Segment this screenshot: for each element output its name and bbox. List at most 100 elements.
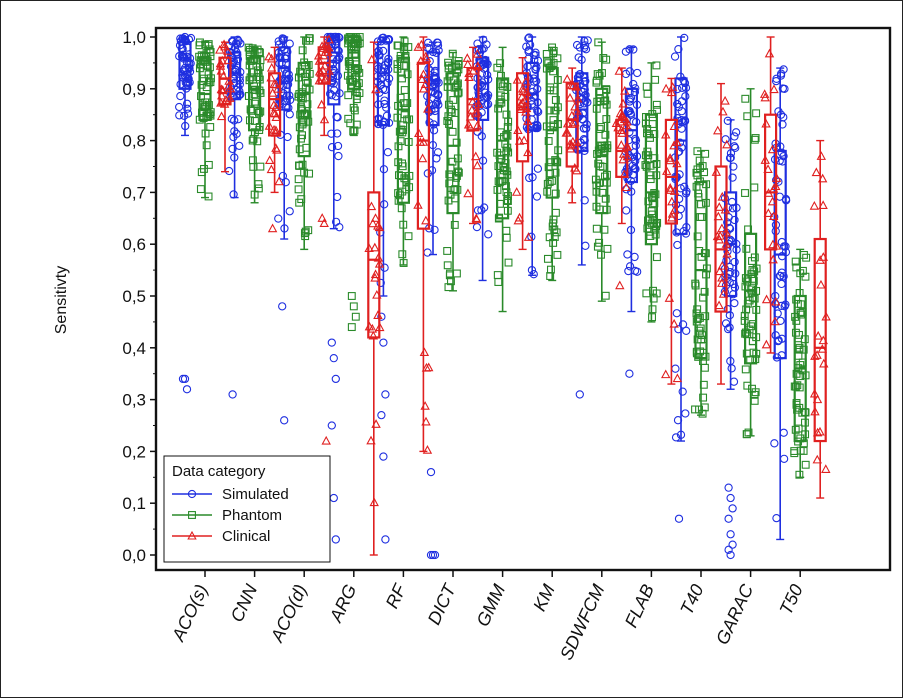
data-point (810, 406, 820, 416)
data-point (746, 355, 755, 364)
data-point (502, 233, 511, 242)
data-point (581, 45, 591, 54)
data-point (422, 445, 433, 454)
data-point (283, 76, 293, 85)
data-point (673, 84, 682, 94)
data-point (314, 56, 325, 65)
data-point (216, 65, 227, 75)
data-point (691, 281, 700, 290)
data-point (597, 250, 605, 259)
data-point (484, 75, 493, 84)
data-point (297, 103, 305, 112)
data-point (603, 244, 612, 253)
data-point (800, 335, 809, 344)
data-point (255, 108, 263, 117)
data-point (760, 155, 770, 164)
data-point (206, 78, 215, 87)
legend-entry-label: Simulated (222, 486, 289, 503)
data-point (667, 82, 678, 91)
y-tick-label: 0,1 (122, 494, 146, 513)
data-point (517, 91, 527, 101)
data-point (651, 230, 660, 239)
data-point (740, 316, 749, 325)
data-point (380, 200, 389, 209)
data-point (331, 217, 341, 226)
data-point (702, 264, 711, 273)
data-point (404, 232, 413, 241)
data-point (717, 260, 727, 270)
data-point (397, 172, 406, 180)
data-point (720, 194, 730, 203)
data-point (503, 197, 512, 205)
data-point (819, 358, 829, 368)
data-point (523, 116, 533, 125)
data-point (630, 163, 639, 173)
data-point (350, 106, 359, 115)
data-point (549, 116, 558, 125)
data-point (204, 192, 213, 201)
data-point (568, 80, 578, 90)
data-point (748, 274, 757, 283)
data-point (601, 172, 609, 181)
data-point (250, 54, 259, 63)
data-point (652, 160, 661, 168)
data-point (665, 155, 675, 165)
data-point (482, 59, 491, 68)
data-point (653, 218, 662, 227)
data-point (463, 119, 474, 129)
data-point (799, 345, 808, 354)
data-point (204, 160, 213, 169)
data-point (629, 79, 638, 89)
data-point (216, 111, 227, 121)
data-point (693, 147, 702, 156)
data-point (792, 316, 801, 325)
data-point (801, 460, 810, 469)
data-point (727, 364, 736, 373)
data-point (601, 194, 610, 203)
box-simulated-t40 (670, 33, 691, 523)
data-point (448, 49, 457, 58)
data-point (384, 54, 393, 64)
data-point (821, 464, 831, 473)
data-point (625, 97, 634, 106)
data-point (745, 296, 754, 305)
data-point (454, 65, 463, 74)
data-point (444, 196, 453, 205)
data-point (696, 324, 705, 333)
data-point (502, 110, 511, 119)
data-point (452, 138, 461, 147)
data-point (771, 173, 782, 182)
data-point (331, 32, 340, 42)
legend-title: Data category (172, 463, 266, 480)
data-point (770, 316, 780, 326)
data-point (413, 128, 424, 137)
data-point (798, 366, 807, 375)
data-point (305, 34, 314, 43)
data-point (199, 114, 208, 122)
data-point (272, 144, 282, 154)
data-point (624, 106, 633, 116)
outlier-point (278, 302, 287, 311)
data-point (592, 78, 601, 87)
data-point (700, 249, 709, 258)
data-point (649, 194, 658, 203)
data-point (516, 99, 526, 108)
data-point (602, 115, 611, 123)
data-point (401, 53, 409, 62)
data-point (723, 116, 732, 125)
data-point (276, 53, 285, 63)
legend-swatch-marker (187, 530, 197, 540)
data-point (371, 84, 381, 94)
data-point (394, 196, 403, 205)
data-point (403, 115, 412, 124)
data-point (580, 77, 589, 86)
data-point (643, 224, 652, 233)
box-simulated-rf (373, 33, 394, 544)
data-point (674, 147, 683, 157)
data-point (652, 253, 661, 262)
data-point (763, 164, 773, 173)
data-point (771, 181, 781, 191)
data-point (796, 434, 805, 443)
data-point (750, 183, 759, 192)
data-point (228, 57, 238, 67)
